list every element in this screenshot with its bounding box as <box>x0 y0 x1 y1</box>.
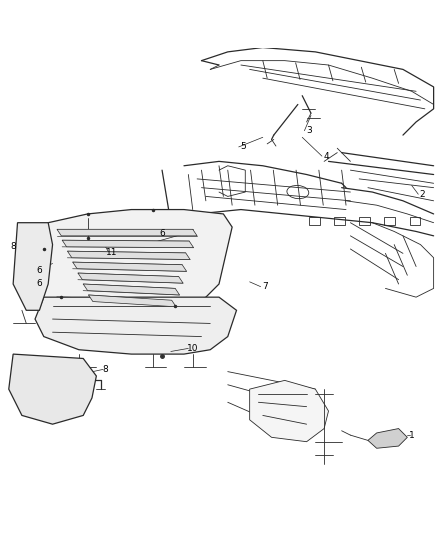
Polygon shape <box>88 295 176 307</box>
Text: 10: 10 <box>187 344 198 353</box>
Polygon shape <box>57 229 197 236</box>
Polygon shape <box>73 262 187 271</box>
Polygon shape <box>83 284 180 295</box>
Polygon shape <box>250 381 328 442</box>
Text: 2: 2 <box>420 190 425 199</box>
Polygon shape <box>67 251 190 260</box>
Polygon shape <box>368 429 407 448</box>
Text: 11: 11 <box>106 247 117 256</box>
Text: 6: 6 <box>159 229 165 238</box>
Text: 4: 4 <box>324 151 329 160</box>
Polygon shape <box>13 223 53 310</box>
Text: 6: 6 <box>36 266 42 275</box>
Polygon shape <box>78 273 183 283</box>
Text: 7: 7 <box>262 282 268 291</box>
Text: 8: 8 <box>102 365 108 374</box>
Polygon shape <box>35 297 237 354</box>
Polygon shape <box>62 240 194 248</box>
Text: 6: 6 <box>36 279 42 288</box>
Polygon shape <box>9 354 96 424</box>
Text: 5: 5 <box>240 142 246 151</box>
Text: 1: 1 <box>409 431 415 440</box>
Text: 8: 8 <box>10 242 16 251</box>
Text: 3: 3 <box>306 126 312 135</box>
Polygon shape <box>35 209 232 319</box>
